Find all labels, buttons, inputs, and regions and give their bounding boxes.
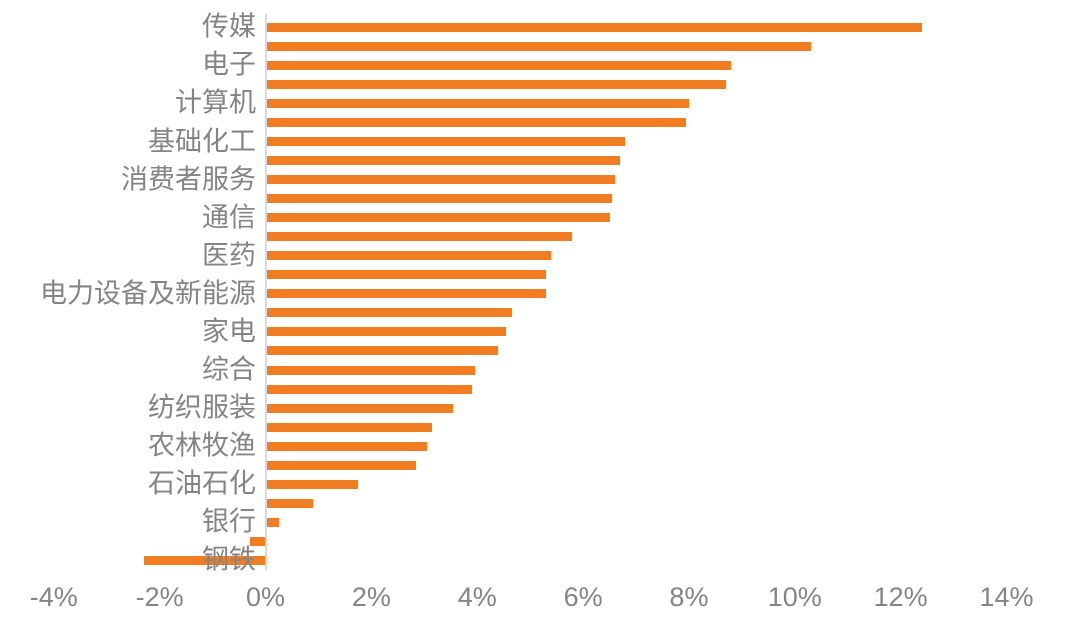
category-label: 电子: [202, 49, 256, 80]
bar: [265, 289, 547, 299]
x-tick-label: 4%: [457, 582, 497, 612]
category-label: 计算机: [175, 87, 256, 118]
bar: [265, 270, 547, 280]
bar: [265, 41, 811, 51]
bar: [249, 536, 266, 546]
x-tick-label: 14%: [979, 582, 1034, 612]
category-label: 电力设备及新能源: [40, 278, 256, 309]
bar: [265, 98, 689, 108]
bar: [265, 346, 499, 356]
bar: [265, 441, 427, 451]
x-tick-label: 12%: [873, 582, 928, 612]
category-label: 石油石化: [148, 468, 256, 499]
x-tick-label: 0%: [245, 582, 286, 612]
category-label: 综合: [202, 354, 256, 385]
category-label: 家电: [202, 316, 256, 347]
category-label: 消费者服务: [121, 164, 256, 195]
bar: [265, 384, 472, 394]
category-label: 纺织服装: [148, 392, 256, 423]
bar: [265, 156, 621, 166]
category-label: 通信: [202, 202, 256, 233]
bar: [265, 327, 507, 337]
bar: [265, 403, 454, 413]
bar: [143, 555, 266, 565]
bar: [265, 22, 922, 32]
category-label: 基础化工: [148, 126, 256, 157]
category-label: 银行: [202, 506, 256, 537]
bar: [265, 460, 417, 470]
bar: [265, 60, 732, 70]
bar: [265, 137, 626, 147]
x-tick-label: 8%: [669, 582, 709, 612]
bar: [265, 479, 359, 489]
bar: [265, 213, 610, 223]
zero-axis-line: [264, 14, 267, 570]
category-label: 钢铁: [202, 544, 256, 575]
bar: [265, 498, 314, 508]
category-label: 农林牧渔: [148, 430, 256, 461]
bar: [265, 251, 552, 261]
x-tick-label: 2%: [351, 582, 391, 612]
bar: [265, 118, 687, 127]
x-tick-label: 10%: [767, 582, 822, 612]
bar: [265, 194, 613, 204]
category-label: 传媒: [202, 11, 256, 42]
bar: [265, 232, 573, 242]
bar: [265, 175, 615, 185]
bar: [265, 365, 475, 375]
bar: [265, 79, 726, 89]
category-label: 医药: [202, 240, 256, 271]
bar: [265, 517, 279, 527]
bar: [265, 422, 433, 432]
x-tick-label: -4%: [29, 582, 78, 612]
x-tick-label: -2%: [135, 582, 184, 612]
x-tick-label: 6%: [563, 582, 603, 612]
bar: [265, 308, 512, 318]
